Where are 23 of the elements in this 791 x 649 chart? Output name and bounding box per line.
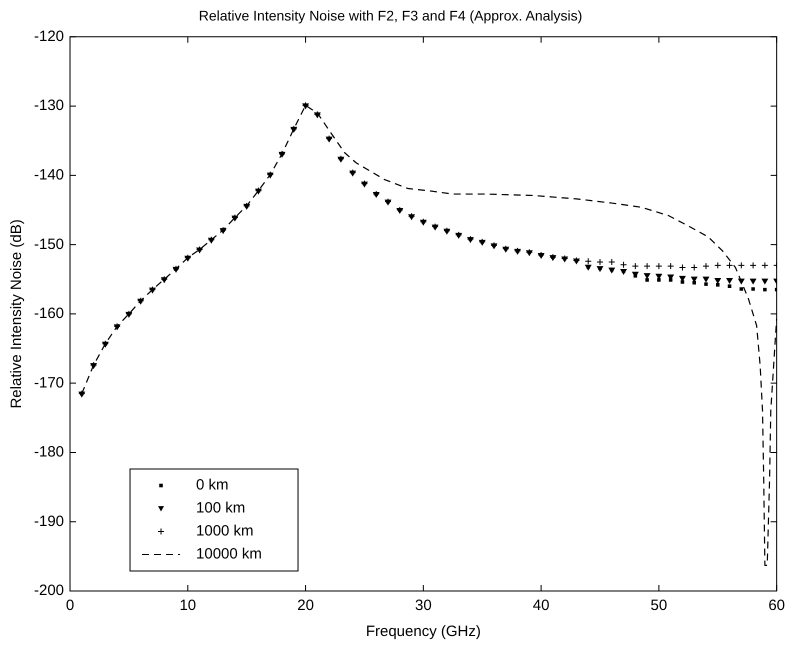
y-tick-label: -150 [34,236,64,253]
y-tick-label: -180 [34,444,64,461]
y-tick-label: -200 [34,582,64,600]
legend-label: 100 km [196,500,246,517]
x-tick-label: 30 [414,597,432,614]
x-tick-label: 0 [66,597,74,614]
legend-label: 10000 km [196,546,262,563]
y-tick-label: -170 [34,374,64,392]
x-tick-label: 50 [650,597,668,614]
y-axis-title: Relative Intensity Noise (dB) [8,219,26,409]
x-tick-label: 40 [532,597,550,614]
legend-label: 0 km [196,476,229,494]
x-tick-label: 60 [768,597,785,614]
x-tick-label: 10 [179,597,196,614]
y-tick-label: -120 [34,28,64,45]
y-tick-label: -160 [34,305,64,322]
y-tick-label: -140 [34,166,64,184]
y-tick-label: -190 [34,512,64,530]
legend-label: 1000 km [196,522,254,540]
y-tick-label: -130 [34,97,64,114]
chart-title: Relative Intensity Noise with F2, F3 and F4 (Approx. Analysis) [198,7,582,24]
x-axis-title: Frequency (GHz) [366,623,481,640]
x-tick-label: 20 [297,597,314,614]
